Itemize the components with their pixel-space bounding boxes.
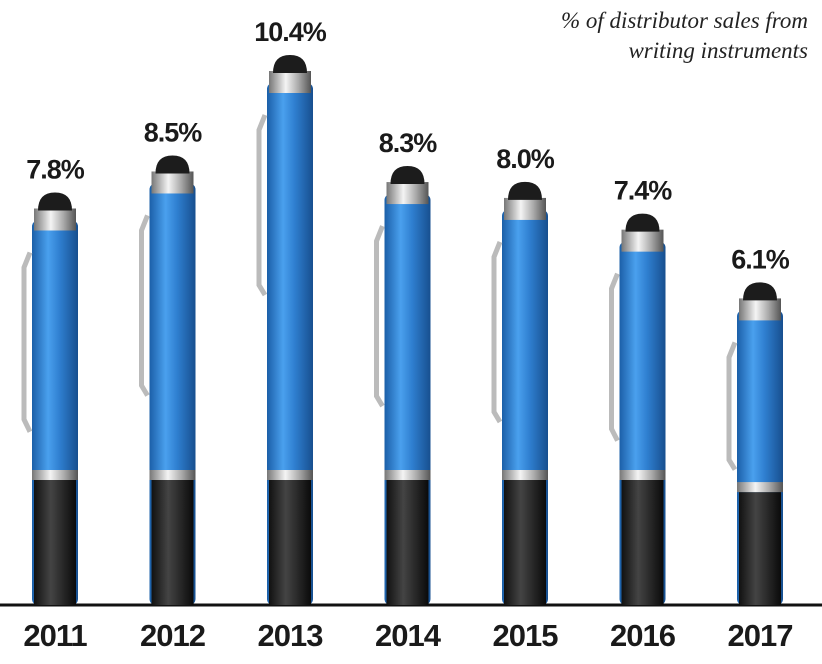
pen-clip: [256, 114, 268, 297]
x-tick-label: 2017: [728, 618, 793, 653]
x-tick-label: 2015: [493, 618, 559, 653]
pen-cap-ring: [504, 197, 546, 220]
pen-cap-ring: [151, 171, 194, 194]
pen-bar: [491, 181, 548, 605]
pen-bar: [726, 282, 783, 605]
pen-clip: [491, 240, 503, 424]
pen-tip: [273, 55, 307, 73]
pen-bar: [139, 155, 196, 605]
pen-clip: [21, 251, 33, 433]
pen-bar: [374, 166, 431, 606]
value-label: 10.4%: [254, 17, 327, 47]
pen-ring: [32, 470, 78, 480]
pen-tip: [743, 282, 777, 301]
pen-ring: [737, 482, 783, 493]
pen-clip: [609, 272, 620, 442]
pen-grip: [34, 480, 76, 605]
pen-ring: [619, 470, 666, 480]
pen-grip: [739, 492, 781, 605]
value-label: 8.0%: [496, 144, 555, 174]
pen-tip: [155, 155, 190, 174]
pen-tip: [625, 213, 660, 232]
value-label: 8.3%: [379, 128, 438, 158]
pen-cap-ring: [386, 182, 429, 205]
pen-cap-ring: [269, 71, 311, 93]
chart-title: % of distributor sales from writing inst…: [560, 8, 808, 63]
pen-grip: [269, 480, 311, 605]
pen-clip: [139, 214, 150, 397]
pen-cap-ring: [34, 208, 76, 231]
pen-grip: [151, 480, 194, 605]
pen-cap-ring: [621, 229, 664, 252]
value-label: 6.1%: [731, 244, 790, 274]
x-tick-label: 2012: [140, 618, 205, 653]
pen-grip: [504, 480, 546, 605]
x-tick-label: 2014: [375, 618, 442, 653]
x-tick-label: 2011: [23, 618, 87, 653]
value-label: 8.5%: [144, 117, 203, 147]
pen-bar: [256, 55, 313, 605]
x-tick-label: 2013: [258, 618, 324, 653]
pen-tip: [508, 181, 542, 200]
pen-tip: [390, 166, 425, 185]
pen-clip: [374, 225, 385, 408]
pen-cap-ring: [739, 298, 781, 321]
pen-tip: [38, 192, 72, 211]
pen-ring: [384, 470, 431, 480]
pen-bar: [609, 213, 666, 605]
value-label: 7.4%: [614, 176, 673, 206]
x-tick-label: 2016: [610, 618, 676, 653]
pen-bar: [21, 192, 78, 605]
pen-ring: [502, 470, 548, 480]
pen-ring: [149, 470, 196, 480]
value-label: 7.8%: [26, 155, 85, 185]
pen-clip: [726, 341, 738, 471]
pen-grip: [386, 480, 429, 605]
pen-grip: [621, 480, 664, 605]
pen-ring: [267, 470, 313, 480]
